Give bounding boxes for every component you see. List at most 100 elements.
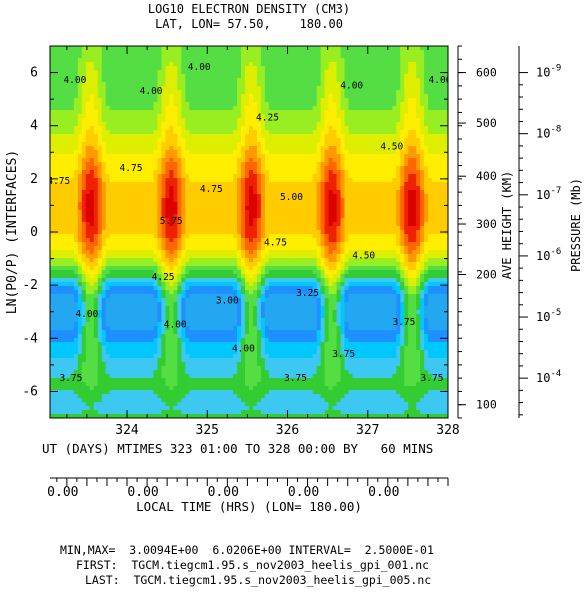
heatmap-cell [225,110,230,115]
heatmap-cell [205,278,210,283]
heatmap-cell [53,310,59,315]
heatmap-cell [73,218,79,223]
heatmap-cell [245,330,250,335]
heatmap-cell [50,346,55,351]
heatmap-cell [245,342,250,347]
heatmap-cell [141,342,147,347]
heatmap-cell [145,290,151,295]
heatmap-cell [97,270,103,275]
heatmap-cell [241,62,246,67]
heatmap-cell [97,338,103,343]
heatmap-cell [109,338,115,343]
heatmap-cell [81,302,87,307]
heatmap-cell [233,158,238,163]
heatmap-cell [209,170,214,175]
heatmap-cell [61,258,67,263]
heatmap-cell [137,142,143,147]
heatmap-cell [245,294,250,299]
heatmap-cell [209,98,214,103]
heatmap-cell [193,262,198,267]
heatmap-cell [217,366,222,371]
heatmap-cell [252,206,258,211]
heatmap-cell [117,306,123,311]
heatmap-cell [169,286,174,291]
heatmap-cell [241,350,246,355]
heatmap-cell [256,230,262,235]
heatmap-cell [256,186,262,191]
heatmap-cell [249,322,254,327]
heatmap-cell [205,126,210,131]
heatmap-cell [50,78,55,83]
heatmap-cell [241,198,246,203]
heatmap-cell [209,302,214,307]
heatmap-cell [85,258,91,263]
heatmap-cell [201,238,206,243]
heatmap-cell [125,342,131,347]
heatmap-cell [256,210,262,215]
heatmap-cell [209,130,214,135]
heatmap-cell [149,322,155,327]
heatmap-cell [169,186,174,191]
heatmap-cell [237,346,242,351]
heatmap-cell [73,78,79,83]
heatmap-cell [145,230,151,235]
heatmap-cell [201,222,206,227]
heatmap-cell [161,330,167,335]
heatmap-cell [101,310,107,315]
heatmap-cell [117,238,123,243]
heatmap-cell [53,114,59,119]
heatmap-cell [185,246,190,251]
heatmap-cell [145,206,151,211]
heatmap-cell [121,102,127,107]
heatmap-cell [77,242,83,247]
heatmap-cell [121,78,127,83]
heatmap-cell [193,174,198,179]
heatmap-cell [209,206,214,211]
heatmap-cell [137,374,143,379]
heatmap-cell [81,322,87,327]
heatmap-cell [233,146,238,151]
heatmap-cell [260,110,266,115]
heatmap-cell [177,302,182,307]
heatmap-cell [213,198,218,203]
heatmap-cell [149,134,155,139]
heatmap-cell [161,262,167,267]
heatmap-cell [69,346,75,351]
heatmap-cell [157,374,163,379]
heatmap-cell [245,298,250,303]
heatmap-cell [249,290,254,295]
heatmap-cell [50,186,55,191]
heatmap-cell [93,354,99,359]
heatmap-cell [233,258,238,263]
heatmap-cell [229,166,234,171]
heatmap-cell [85,110,91,115]
heatmap-cell [125,182,131,187]
heatmap-cell [221,114,226,119]
heatmap-cell [189,74,194,79]
heatmap-cell [249,414,254,418]
heatmap-cell [193,322,198,327]
heatmap-cell [61,394,67,399]
heatmap-cell [237,298,242,303]
heatmap-cell [205,74,210,79]
heatmap-cell [177,286,182,291]
heatmap-cell [233,302,238,307]
heatmap-cell [225,102,230,107]
heatmap-cell [252,290,258,295]
heatmap-cell [205,202,210,207]
heatmap-cell [189,266,194,271]
heatmap-cell [252,274,258,279]
heatmap-cell [161,122,167,127]
heatmap-cell [169,254,174,259]
heatmap-cell [185,58,190,63]
heatmap-cell [65,78,71,83]
heatmap-cell [117,138,123,143]
heatmap-cell [113,334,119,339]
heatmap-cell [109,366,115,371]
heatmap-cell [185,254,190,259]
heatmap-cell [105,150,111,155]
heatmap-cell [169,206,174,211]
heatmap-cell [129,390,135,395]
heatmap-cell [189,402,194,407]
heatmap-cell [221,406,226,411]
